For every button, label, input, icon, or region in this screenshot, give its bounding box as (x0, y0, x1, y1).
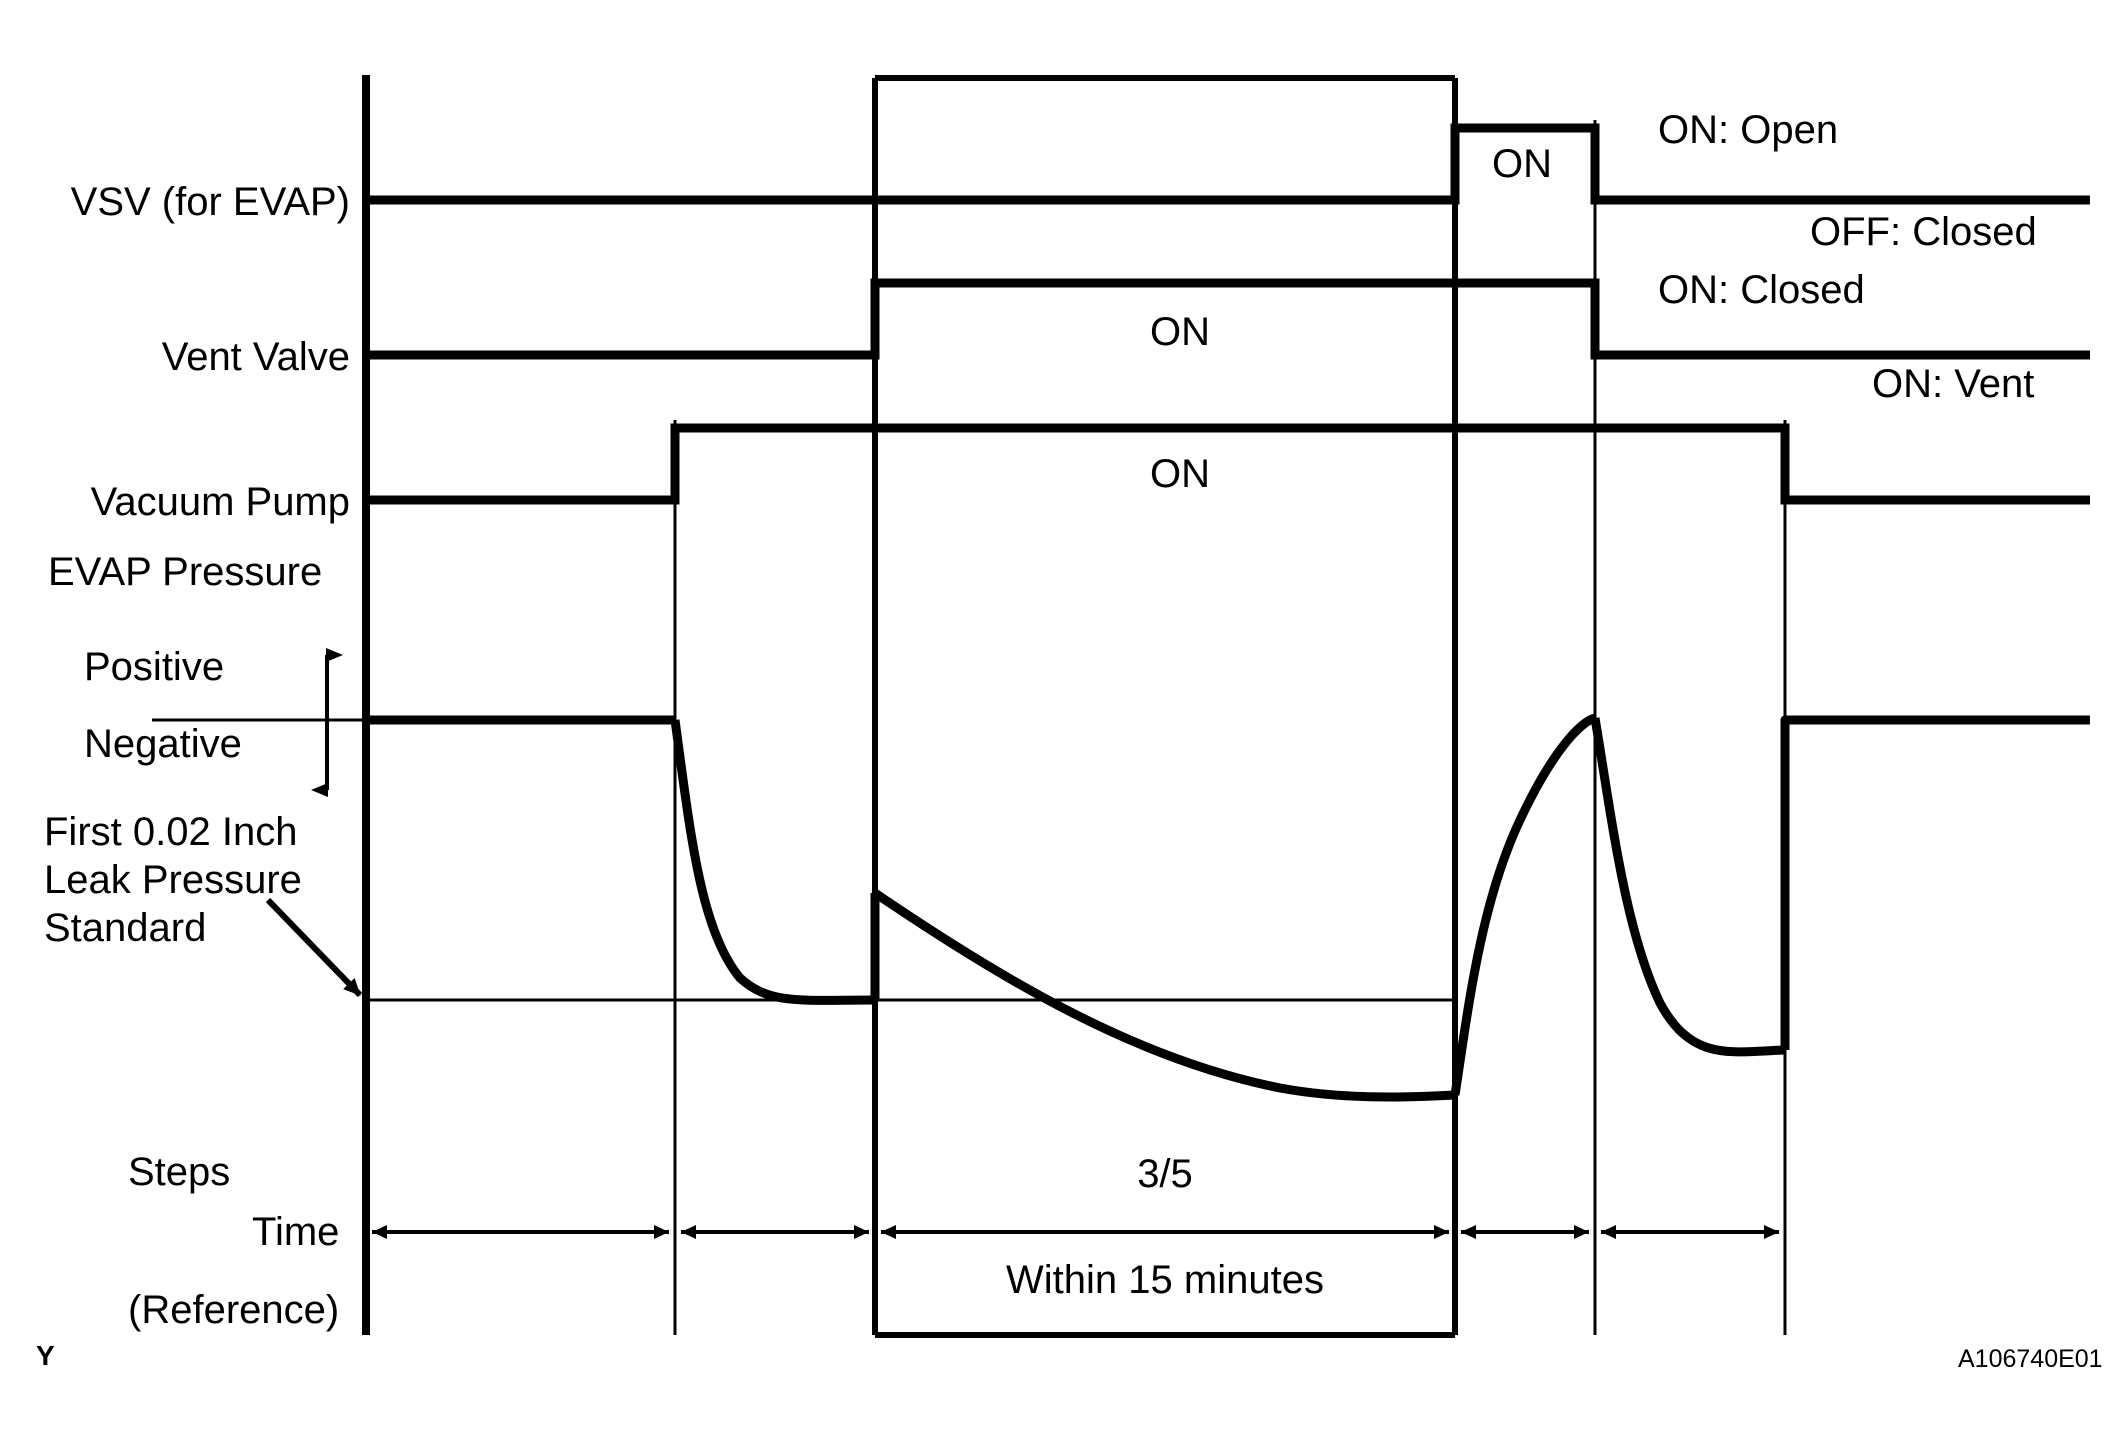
state-label-pump-on: ON (1150, 452, 1210, 496)
step-window-box (872, 75, 1458, 1338)
row-label-evap-pressure: EVAP Pressure (48, 550, 323, 594)
legend-vent-on: ON: Closed (1658, 268, 1865, 312)
timing-step-fraction: 3/5 (1137, 1152, 1193, 1196)
leak-standard-line3: Standard (44, 906, 207, 950)
trace-vsv (366, 123, 2090, 205)
trace-vacuum-pump (366, 423, 2090, 505)
reference-lines (152, 718, 1455, 1002)
axis-label-steps: Steps (128, 1150, 231, 1194)
legend-vsv-on: ON: Open (1658, 108, 1839, 152)
row-label-negative: Negative (84, 722, 242, 766)
row-label-vsv: VSV (for EVAP) (70, 180, 350, 224)
corner-mark: Y (36, 1340, 55, 1371)
timing-duration-note: Within 15 minutes (1006, 1258, 1324, 1302)
leak-standard-line1: First 0.02 Inch (44, 810, 298, 854)
leak-standard-line2: Leak Pressure (44, 858, 302, 902)
legend-vent-off: ON: Vent (1872, 362, 2035, 406)
drawing-code: A106740E01 (1958, 1345, 2103, 1373)
row-label-vacuum-pump: Vacuum Pump (90, 480, 350, 524)
trace-vent-valve (366, 278, 2090, 360)
row-label-vent-valve: Vent Valve (161, 335, 350, 379)
axis-label-reference: (Reference) (128, 1288, 340, 1332)
row-label-positive: Positive (84, 645, 225, 689)
leak-standard-leader-arrow (265, 897, 363, 998)
state-label-vent-on: ON (1150, 310, 1210, 354)
state-label-vsv-on: ON (1492, 142, 1552, 186)
trace-evap-pressure (366, 713, 2090, 1102)
axis-label-time: Time (252, 1210, 340, 1254)
legend-vsv-off: OFF: Closed (1810, 210, 2037, 254)
